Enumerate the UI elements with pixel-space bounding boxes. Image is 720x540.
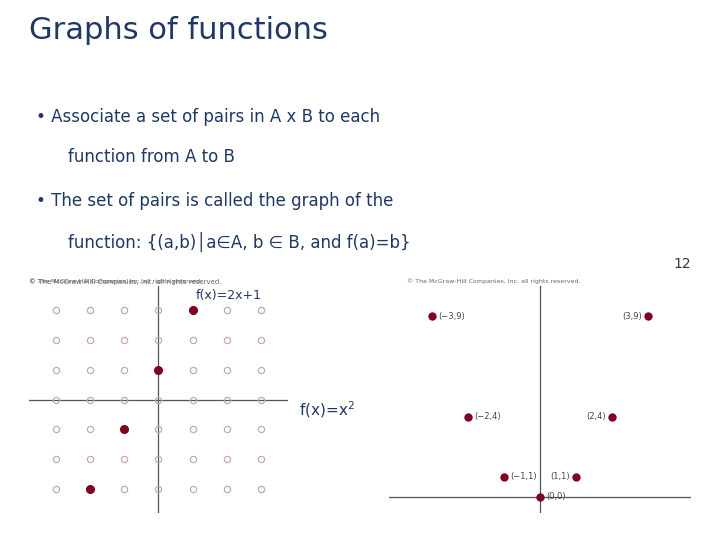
Text: f(x)=x$^2$: f(x)=x$^2$ [299, 400, 355, 420]
Text: • Associate a set of pairs in A x B to each: • Associate a set of pairs in A x B to e… [36, 108, 380, 126]
Text: function from A to B: function from A to B [68, 148, 235, 166]
Text: (0,0): (0,0) [546, 492, 566, 502]
Text: • The set of pairs is called the graph of the: • The set of pairs is called the graph o… [36, 192, 393, 210]
Text: (3,9): (3,9) [622, 312, 642, 321]
Text: (−2,4): (−2,4) [474, 412, 501, 421]
Text: © The McGraw-Hill Companies, Inc. all rights reserved.: © The McGraw-Hill Companies, Inc. all ri… [29, 279, 202, 284]
Text: © The McGraw-Hill Companies, Inc. all rights reserved.: © The McGraw-Hill Companies, Inc. all ri… [29, 278, 221, 285]
Text: (1,1): (1,1) [550, 472, 570, 481]
Text: Graphs of functions: Graphs of functions [29, 16, 328, 45]
Text: (−3,9): (−3,9) [438, 312, 465, 321]
Text: © The McGraw-Hill Companies, Inc. all rights reserved.: © The McGraw-Hill Companies, Inc. all ri… [407, 279, 580, 284]
Text: 12: 12 [674, 257, 691, 271]
Text: function: {(a,b)│a∈A, b ∈ B, and f(a)=b}: function: {(a,b)│a∈A, b ∈ B, and f(a)=b} [68, 232, 411, 252]
Text: (−1,1): (−1,1) [510, 472, 537, 481]
Text: f(x)=2x+1: f(x)=2x+1 [196, 289, 262, 302]
Text: (2,4): (2,4) [586, 412, 606, 421]
